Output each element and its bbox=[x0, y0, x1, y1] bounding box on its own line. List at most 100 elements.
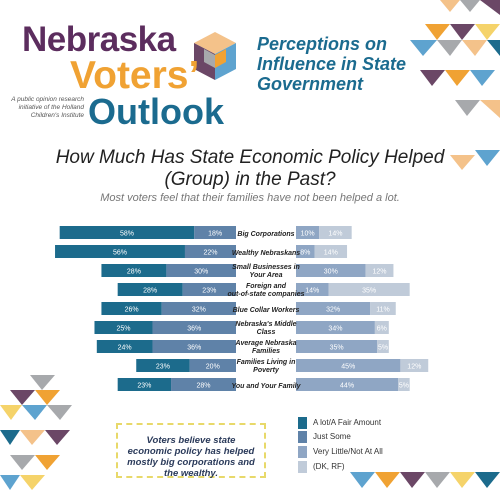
bar-segment bbox=[377, 340, 389, 353]
category-label: Big Corporations bbox=[237, 231, 294, 238]
data-label: 28% bbox=[143, 288, 157, 295]
bar-segment bbox=[374, 321, 389, 334]
category-label: Blue Collar Workers bbox=[233, 307, 300, 314]
bar-segment bbox=[161, 302, 236, 315]
callout-box: Voters believe state economic policy has… bbox=[116, 423, 266, 479]
bar-segment bbox=[152, 321, 236, 334]
legend-swatch bbox=[298, 431, 307, 443]
data-label: 24% bbox=[118, 345, 132, 352]
bar-segment bbox=[296, 264, 366, 277]
data-label: 34% bbox=[328, 326, 342, 333]
bar-segment bbox=[296, 321, 375, 334]
category-label: Nebraska's Middle bbox=[235, 321, 296, 328]
bar-segment bbox=[182, 283, 236, 296]
category-label: You and Your Family bbox=[232, 383, 302, 390]
bar-segment bbox=[296, 226, 320, 239]
brand-title-line3: Outlook bbox=[88, 91, 224, 132]
bar-segment bbox=[296, 359, 401, 372]
data-label: 12% bbox=[407, 364, 421, 371]
data-label: 56% bbox=[113, 250, 127, 257]
data-label: 35% bbox=[330, 345, 344, 352]
bar-segment bbox=[184, 245, 236, 258]
bar-segment bbox=[55, 245, 185, 258]
category-label: Families bbox=[252, 348, 280, 355]
data-label: 23% bbox=[137, 383, 151, 390]
bar-segment bbox=[94, 321, 153, 334]
bar-segment bbox=[117, 378, 172, 391]
bar-segment bbox=[59, 226, 195, 239]
chart-subtitle: Most voters feel that their families hav… bbox=[100, 192, 400, 204]
category-label: Families Living in bbox=[237, 359, 296, 366]
bar-segment bbox=[365, 264, 394, 277]
data-label: 10% bbox=[301, 231, 315, 238]
bar-segment bbox=[189, 359, 236, 372]
headline: Perceptions on Influence in State Govern… bbox=[257, 34, 407, 94]
legend-label: A lot/A Fair Amount bbox=[313, 418, 382, 427]
data-label: 25% bbox=[116, 326, 130, 333]
data-label: 5% bbox=[399, 383, 409, 390]
data-label: 36% bbox=[187, 326, 201, 333]
data-label: 44% bbox=[340, 383, 354, 390]
data-label: 20% bbox=[206, 364, 220, 371]
legend-swatch bbox=[298, 417, 307, 429]
legend-swatch bbox=[298, 446, 307, 458]
legend-label: (DK, RF) bbox=[313, 462, 345, 471]
legend-label: Just Some bbox=[313, 432, 351, 441]
bar-segment bbox=[101, 264, 167, 277]
data-label: 58% bbox=[120, 231, 134, 238]
data-label: 35% bbox=[362, 288, 376, 295]
bar-segment bbox=[296, 302, 371, 315]
bar-segment bbox=[370, 302, 396, 315]
data-label: 32% bbox=[192, 307, 206, 314]
bar-segment bbox=[296, 283, 329, 296]
brand-title-line2: Voters’ bbox=[70, 54, 200, 97]
category-label: Your Area bbox=[250, 272, 283, 279]
data-label: 36% bbox=[187, 345, 201, 352]
data-label: 28% bbox=[197, 383, 211, 390]
bottom-left-pattern bbox=[0, 375, 72, 490]
brand-title-line1: Nebraska bbox=[22, 20, 176, 59]
category-label: Poverty bbox=[253, 367, 280, 374]
data-label: 28% bbox=[127, 269, 141, 276]
category-label: Foreign and bbox=[246, 283, 287, 290]
chart-title: How Much Has State Economic Policy Helpe… bbox=[55, 147, 445, 190]
data-label: 14% bbox=[328, 231, 342, 238]
bar-segment bbox=[101, 302, 162, 315]
bar-segment bbox=[314, 245, 348, 258]
bar-segment bbox=[296, 340, 378, 353]
data-label: 30% bbox=[324, 269, 338, 276]
data-label: 22% bbox=[203, 250, 217, 257]
data-label: 18% bbox=[208, 231, 222, 238]
category-label: Wealthy Nebraskans bbox=[232, 250, 300, 257]
bar-segment bbox=[152, 340, 236, 353]
data-label: 14% bbox=[305, 288, 319, 295]
legend-label: Very Little/Not At All bbox=[313, 447, 383, 456]
data-label: 45% bbox=[341, 364, 355, 371]
bar-segment bbox=[166, 264, 236, 277]
legend-swatch bbox=[298, 461, 307, 473]
bar-segment bbox=[194, 226, 236, 239]
category-label: Class bbox=[257, 329, 276, 336]
bar-segment bbox=[319, 226, 352, 239]
data-label: 6% bbox=[377, 326, 387, 333]
bar-segment bbox=[296, 245, 315, 258]
data-label: 11% bbox=[376, 307, 390, 314]
data-label: 12% bbox=[373, 269, 387, 276]
data-label: 32% bbox=[326, 307, 340, 314]
data-label: 26% bbox=[125, 307, 139, 314]
top-right-pattern bbox=[410, 0, 500, 170]
data-label: 23% bbox=[202, 288, 216, 295]
bottom-right-pattern bbox=[350, 472, 500, 488]
bar-segment bbox=[96, 340, 153, 353]
data-label: 8% bbox=[300, 250, 310, 257]
data-label: 14% bbox=[324, 250, 338, 257]
bar-segment bbox=[136, 359, 190, 372]
bar-segment bbox=[296, 378, 399, 391]
category-label: Average Nebraska bbox=[234, 340, 296, 347]
bar-segment bbox=[328, 283, 410, 296]
bar-segment bbox=[171, 378, 236, 391]
bar-segment bbox=[117, 283, 183, 296]
bar-segment bbox=[398, 378, 410, 391]
brand-note: A public opinion research initiative of … bbox=[11, 96, 84, 119]
